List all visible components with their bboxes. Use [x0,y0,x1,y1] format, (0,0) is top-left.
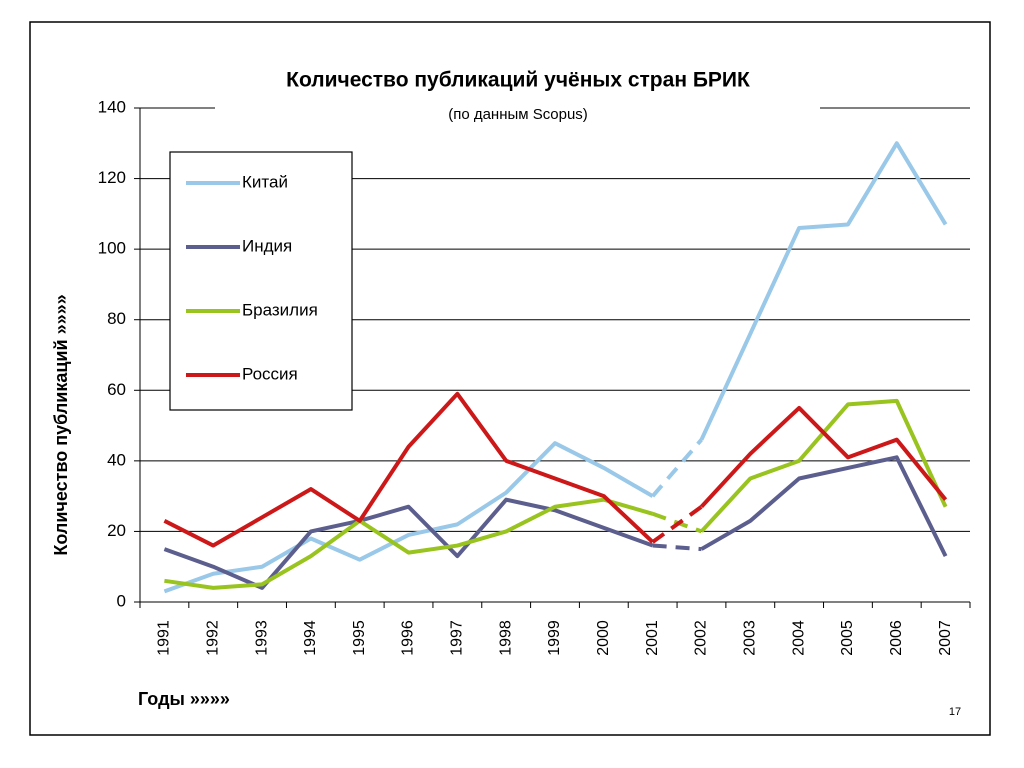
series-line [699,141,948,441]
x-tick-label: 2001 [644,620,661,656]
x-tick-label: 1998 [497,620,514,656]
y-tick-label: 40 [107,450,126,469]
x-tick-label: 1991 [156,620,173,656]
series-line [163,497,654,590]
series-line [651,505,703,544]
x-tick-label: 1996 [400,620,417,656]
x-tick-label: 1992 [204,620,221,656]
legend-label: Индия [242,236,292,255]
y-tick-label: 80 [107,309,126,328]
slide-number: 17 [949,706,961,718]
series-line [700,405,948,509]
y-tick-label: 60 [107,380,126,399]
series-line [652,543,702,552]
y-tick-label: 0 [117,591,126,610]
title-backdrop [215,62,820,134]
grid: 0 20 40 60 80 100 120 140 1991 1992 1993 1994 1995 19… [98,97,971,656]
x-tick-label: 1994 [302,620,319,656]
x-tick-label: 2003 [742,620,759,656]
x-tick-label: 2002 [693,620,710,656]
y-tick-label: 20 [107,521,126,540]
x-tick-label: 2007 [937,620,954,656]
legend-box [169,151,353,411]
chart-subtitle: (по данным Scopus) [448,106,588,123]
series-line [163,391,655,548]
legend-label: Китай [242,172,288,191]
x-tick-label: 1997 [449,620,466,656]
legend: Китай Индия Бразилия Россия [186,172,318,383]
series-line [164,497,654,590]
x-tick-label: 2006 [888,620,905,656]
x-tick-label: 1999 [546,620,563,656]
chart-title: Количество публикаций учёных стран БРИК [286,69,750,92]
legend-label: Россия [242,364,298,383]
x-tick-label: 2004 [790,620,807,656]
x-tick-label: 2000 [595,620,612,656]
series-line [163,441,654,594]
y-axis-label: Количество публикаций »»»» [51,294,71,555]
x-tick-label: 1995 [351,620,368,656]
series-line [700,455,948,558]
x-tick-label: 1993 [253,620,270,656]
plot [163,141,948,594]
y-tick-label: 120 [98,168,126,187]
legend-label: Бразилия [242,300,318,319]
x-axis-label: Годы »»»» [138,689,230,709]
x-tick-label: 2005 [839,620,856,656]
y-tick-label: 140 [98,97,126,116]
series-line [651,438,703,498]
y-tick-label: 100 [98,239,126,258]
